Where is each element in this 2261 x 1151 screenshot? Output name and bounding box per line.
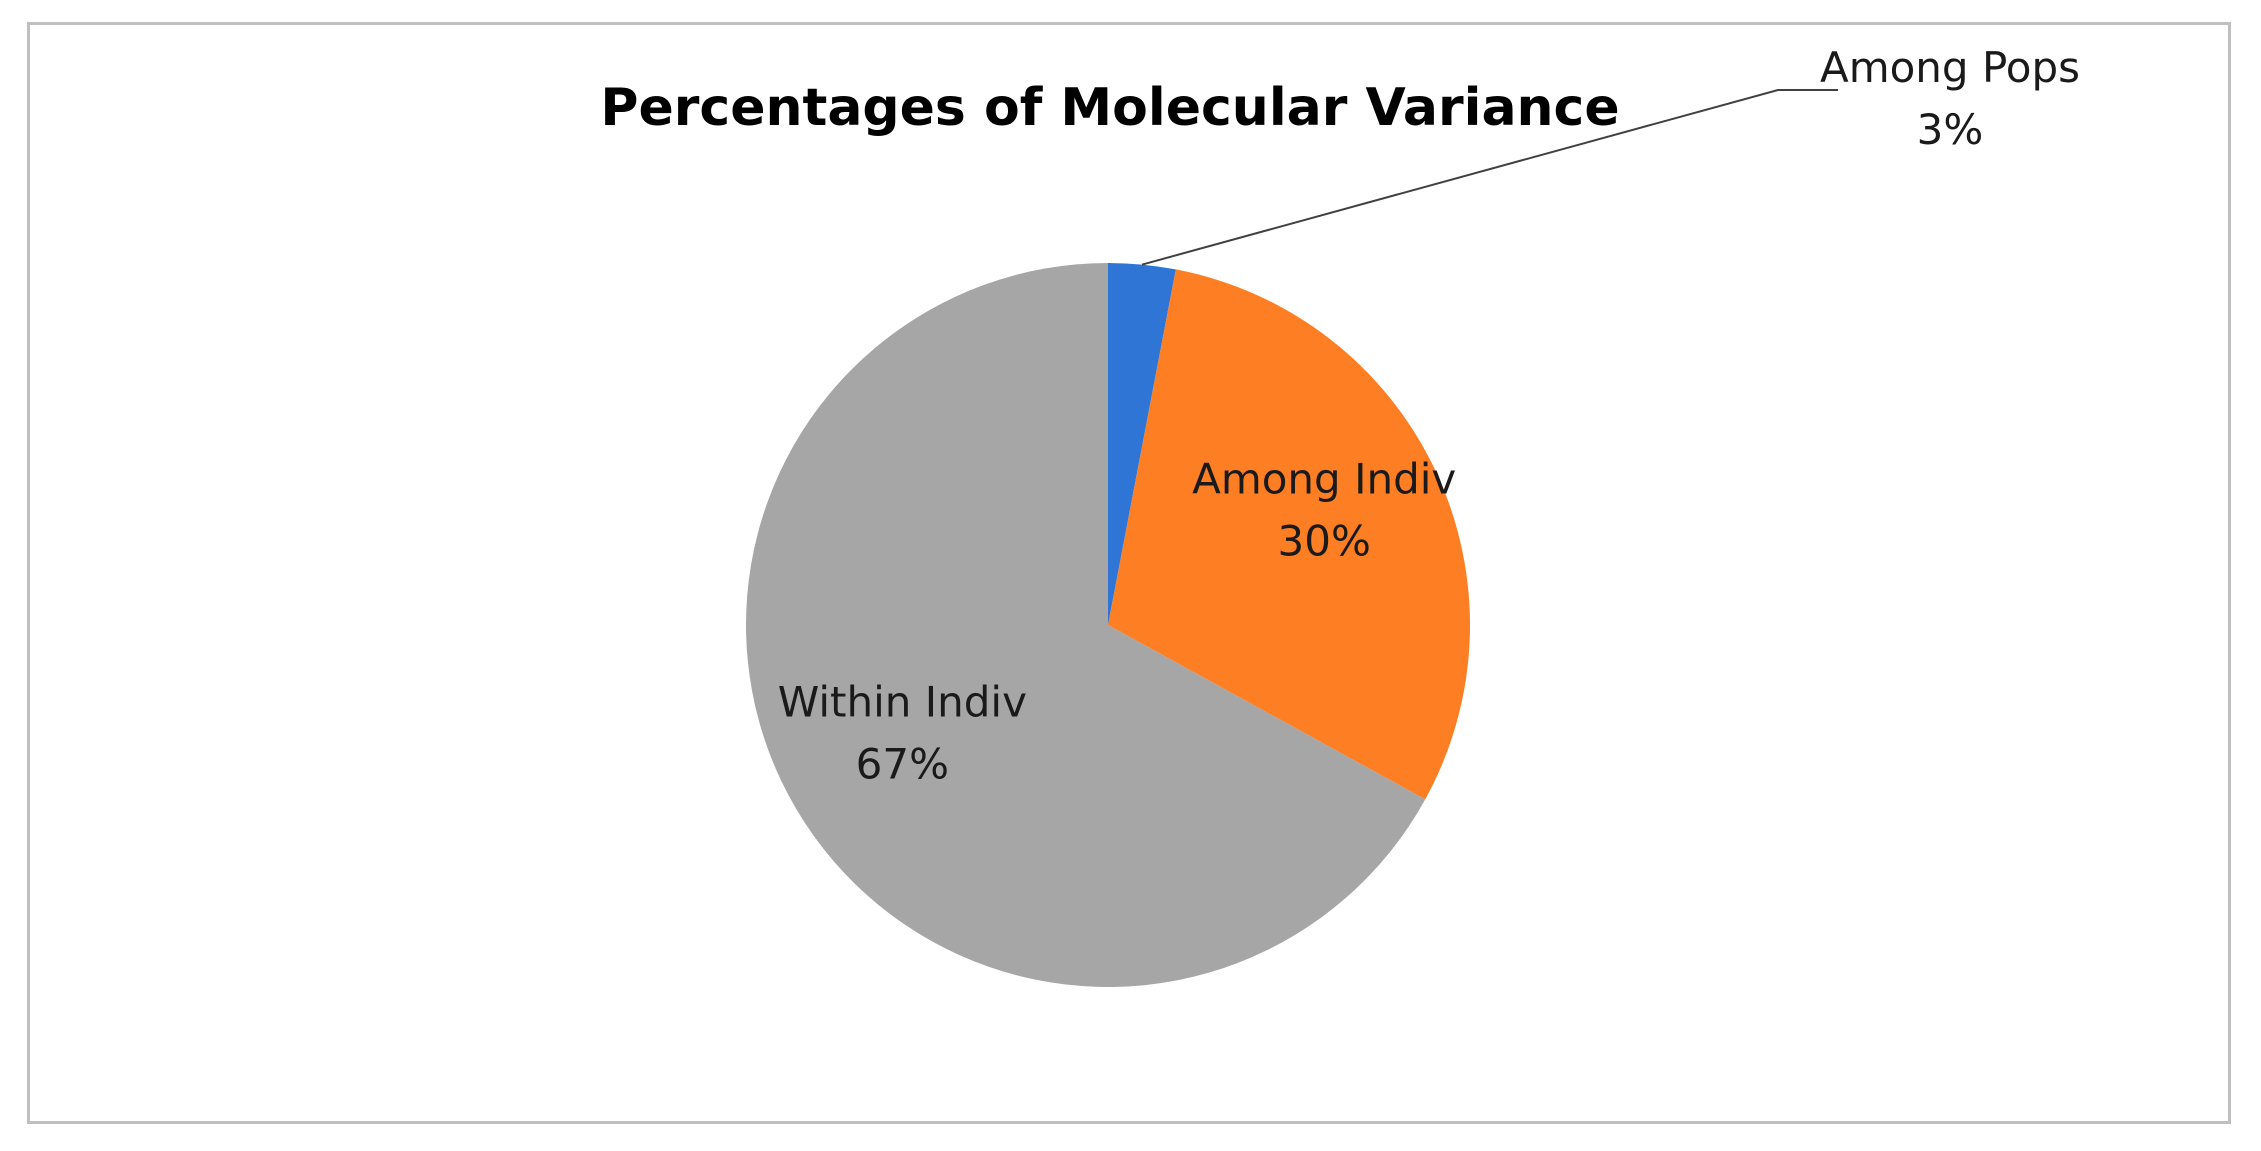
slice-label-among-pops: Among Pops 3% [1141,43,2080,266]
leader-line [1141,89,1838,266]
slice-labels: Among Pops 3% Among Indiv 30% Within Indiv 67… [778,43,2080,789]
pie-slice-within-indiv [746,263,1426,987]
pie-slices [746,263,1470,987]
chart-frame: Percentages of Molecular Variance Among … [27,22,2231,1124]
slice-category-label: Among Pops [1820,43,2080,92]
chart-title: Percentages of Molecular Variance [600,78,1619,138]
slice-value-label: 3% [1917,105,1984,154]
pie-slice-among-pops [1108,263,1176,625]
pie-chart: Percentages of Molecular Variance Among … [600,43,2080,987]
slice-label-within-indiv: Within Indiv 67% [778,678,1027,789]
slice-category-label: Within Indiv [778,678,1027,727]
slice-value-label: 30% [1278,516,1371,565]
pie-slice-among-indiv [1108,269,1470,800]
slice-value-label: 67% [856,740,949,789]
slice-category-label: Among Indiv [1192,454,1456,503]
slice-label-among-indiv: Among Indiv 30% [1192,454,1456,565]
